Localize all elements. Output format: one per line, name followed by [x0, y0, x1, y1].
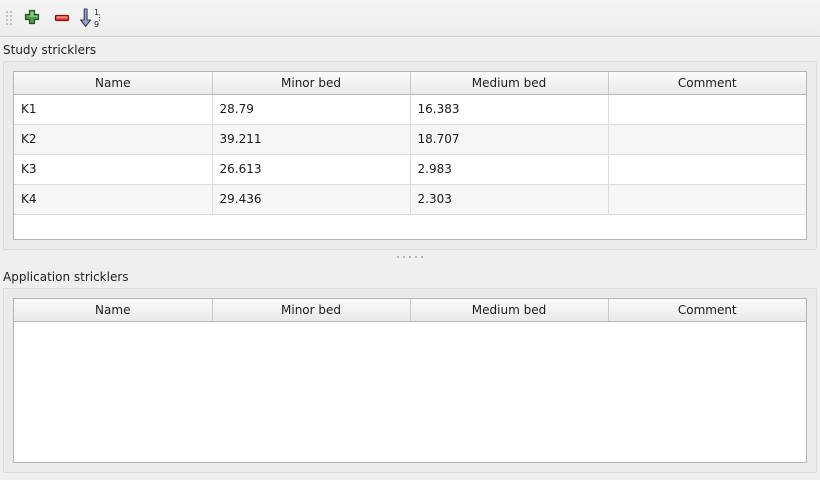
application-table-empty-area[interactable]	[14, 321, 806, 462]
cell-medium-bed[interactable]: 2.303	[410, 184, 609, 215]
drag-dot	[9, 11, 12, 13]
svg-text:1: 1	[94, 8, 99, 17]
application-stricklers-table[interactable]: Name Minor bed Medium bed Comment	[13, 298, 807, 463]
toolbar: 1 ⋮ 9	[0, 0, 820, 37]
panel-splitter[interactable]	[0, 250, 820, 264]
cell-comment[interactable]	[608, 154, 806, 185]
remove-button[interactable]	[47, 3, 77, 33]
study-stricklers-panel: Name Minor bed Medium bed Comment K1 28.…	[3, 61, 817, 250]
cell-minor-bed[interactable]: 29.436	[212, 184, 411, 215]
cell-medium-bed[interactable]: 16.383	[410, 94, 609, 125]
add-button[interactable]	[17, 3, 47, 33]
cell-minor-bed[interactable]: 39.211	[212, 124, 411, 155]
table-row[interactable]: K1 28.79 16.383	[14, 94, 806, 125]
table-header-row: Name Minor bed Medium bed Comment	[14, 299, 806, 322]
svg-text:⋮: ⋮	[96, 13, 104, 22]
drag-dot	[5, 11, 8, 13]
splitter-dot	[403, 256, 405, 258]
cell-comment[interactable]	[608, 184, 806, 215]
cell-name[interactable]: K1	[14, 94, 213, 125]
column-header-comment[interactable]: Comment	[608, 72, 806, 95]
sort-button[interactable]: 1 ⋮ 9	[77, 3, 107, 33]
table-row[interactable]: K2 39.211 18.707	[14, 124, 806, 155]
splitter-dot	[415, 256, 417, 258]
table-header-row: Name Minor bed Medium bed Comment	[14, 72, 806, 95]
column-header-comment[interactable]: Comment	[608, 299, 806, 322]
cell-name[interactable]: K3	[14, 154, 213, 185]
study-stricklers-table[interactable]: Name Minor bed Medium bed Comment K1 28.…	[13, 71, 807, 240]
column-header-minor-bed[interactable]: Minor bed	[212, 299, 411, 322]
column-header-name[interactable]: Name	[14, 72, 213, 95]
cell-minor-bed[interactable]: 28.79	[212, 94, 411, 125]
application-stricklers-section: Application stricklers Name Minor bed Me…	[0, 264, 820, 480]
application-stricklers-panel: Name Minor bed Medium bed Comment	[3, 288, 817, 473]
cell-medium-bed[interactable]: 2.983	[410, 154, 609, 185]
splitter-dot	[421, 256, 423, 258]
column-header-name[interactable]: Name	[14, 299, 213, 322]
table-row[interactable]: K4 29.436 2.303	[14, 184, 806, 215]
study-stricklers-label: Study stricklers	[3, 43, 97, 57]
column-header-medium-bed[interactable]: Medium bed	[410, 72, 609, 95]
study-table-empty-area[interactable]	[14, 214, 806, 239]
drag-dot	[5, 19, 8, 21]
cell-name[interactable]: K4	[14, 184, 213, 215]
cell-name[interactable]: K2	[14, 124, 213, 155]
cell-comment[interactable]	[608, 94, 806, 125]
application-stricklers-grid: Name Minor bed Medium bed Comment	[14, 299, 806, 322]
drag-dot	[9, 15, 12, 17]
application-stricklers-label: Application stricklers	[3, 270, 129, 284]
cell-comment[interactable]	[608, 124, 806, 155]
drag-dot	[5, 23, 8, 25]
cell-medium-bed[interactable]: 18.707	[410, 124, 609, 155]
table-row[interactable]: K3 26.613 2.983	[14, 154, 806, 185]
toolbar-drag-handle[interactable]	[4, 6, 13, 30]
drag-dot	[9, 19, 12, 21]
splitter-dot	[397, 256, 399, 258]
svg-text:9: 9	[94, 20, 99, 29]
splitter-dot	[409, 256, 411, 258]
drag-dot	[5, 15, 8, 17]
drag-dot	[9, 23, 12, 25]
study-stricklers-section: Study stricklers Name Minor bed Medium b…	[0, 37, 820, 250]
plus-icon	[23, 9, 41, 27]
column-header-medium-bed[interactable]: Medium bed	[410, 299, 609, 322]
sort-descending-icon: 1 ⋮ 9	[79, 7, 105, 29]
minus-icon	[53, 9, 71, 27]
cell-minor-bed[interactable]: 26.613	[212, 154, 411, 185]
column-header-minor-bed[interactable]: Minor bed	[212, 72, 411, 95]
study-stricklers-grid: Name Minor bed Medium bed Comment K1 28.…	[14, 72, 806, 215]
